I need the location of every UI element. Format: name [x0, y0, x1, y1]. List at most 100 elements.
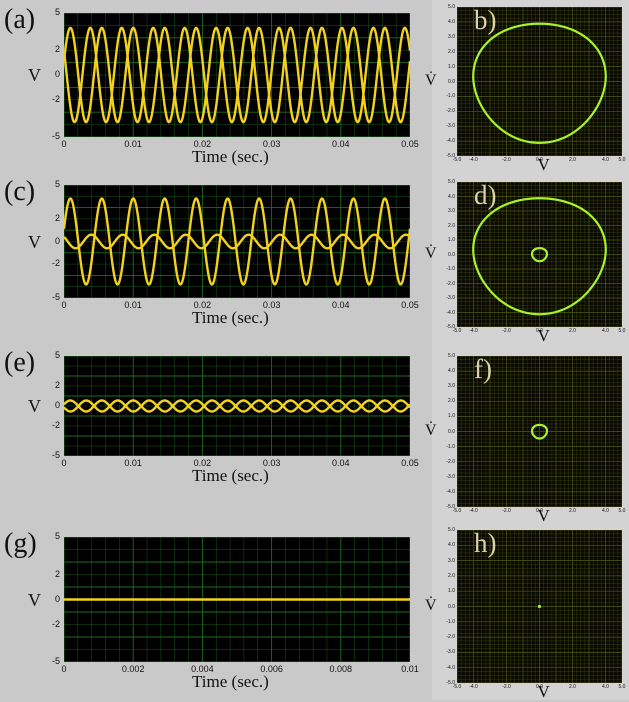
y-tick-label: 5.0: [448, 353, 455, 359]
x-tick-label: 4.0: [602, 328, 609, 334]
y-axis-label: V: [28, 231, 41, 252]
x-axis-label: V: [537, 326, 550, 345]
x-tick-label: 0.004: [191, 664, 214, 674]
y-tick-label: -1.0: [446, 618, 455, 625]
waveform-plot-e: [64, 356, 410, 456]
y-tick-label: 0: [54, 400, 60, 410]
y-tick-label: -5.0: [446, 324, 455, 330]
y-tick-label: -5.0: [446, 680, 455, 686]
x-tick-label: 5.0: [618, 328, 626, 334]
x-tick-label: 5.0: [618, 684, 626, 690]
x-tick-label: 5.0: [618, 157, 626, 163]
y-tick-label: -3.0: [446, 473, 455, 480]
x-tick-label: 0: [61, 458, 67, 468]
y-tick-label: -3.0: [446, 123, 455, 130]
y-tick-label: 2.0: [448, 572, 455, 579]
y-tick-label: 5: [54, 7, 60, 17]
x-tick-label: -5.0: [452, 157, 462, 163]
y-tick-label: 2: [54, 44, 60, 55]
x-tick-label: 0: [61, 300, 67, 310]
phase-plot-d: [457, 182, 622, 327]
y-tick-label: 5: [54, 179, 60, 189]
y-tick-label: 0: [54, 593, 60, 604]
panel-label-h: h): [474, 528, 497, 558]
y-tick-label: 0.0: [448, 428, 455, 435]
y-tick-label: 5: [54, 350, 60, 360]
waveform-plot-g: [64, 537, 410, 662]
x-tick-label: -2.0: [502, 508, 511, 514]
y-tick-label: -5: [51, 292, 60, 302]
y-tick-label: 4.0: [448, 368, 455, 375]
orbit-point: [537, 604, 542, 609]
phase-plot-f: [457, 356, 622, 507]
y-tick-label: -2: [51, 258, 60, 269]
y-tick-label: 4.0: [448, 542, 455, 549]
x-axis-label: Time (sec.): [192, 466, 269, 485]
x-tick-label: 0.04: [332, 300, 350, 310]
series-line-1: [64, 399, 410, 413]
y-tick-label: -4.0: [446, 309, 455, 316]
y-tick-label: -5.0: [446, 504, 455, 510]
panel-label-b: b): [474, 5, 497, 35]
y-tick-label: -5: [51, 656, 60, 666]
y-tick-label: 1.0: [448, 588, 455, 595]
orbit-1: [472, 197, 607, 316]
x-tick-label: -5.0: [452, 508, 462, 514]
y-tick-label: 2: [54, 568, 60, 579]
y-axis-label: V: [28, 589, 41, 610]
x-tick-label: 0.002: [121, 664, 145, 674]
x-tick-label: 0.006: [260, 664, 283, 674]
y-tick-label: 4.0: [448, 18, 455, 25]
x-tick-label: -5.0: [452, 684, 462, 690]
panel-label-c: (c): [4, 176, 36, 207]
y-tick-label: 5: [54, 531, 60, 541]
x-tick-label: 0.0: [536, 328, 543, 334]
x-axis-label: V: [537, 155, 550, 174]
y-tick-label: -2: [51, 420, 60, 430]
panel-label-d: d): [474, 180, 497, 210]
y-tick-label: 0: [54, 69, 60, 79]
x-tick-label: 0.01: [124, 300, 142, 310]
series-line-2: [64, 399, 410, 413]
x-tick-label: 2.0: [569, 684, 576, 690]
y-tick-label: 5.0: [448, 179, 455, 185]
x-tick-label: -4.0: [469, 328, 478, 334]
y-tick-label: -4.0: [446, 138, 455, 145]
y-tick-label: -1.0: [446, 443, 455, 450]
y-tick-label: -2: [51, 93, 60, 104]
x-tick-label: -5.0: [452, 328, 462, 334]
y-tick-label: 2.0: [448, 222, 455, 229]
x-tick-label: 0.0: [536, 684, 543, 690]
x-axis-label: Time (sec.): [192, 672, 269, 691]
waveform-plot-a: [64, 13, 410, 137]
x-tick-label: 4.0: [602, 157, 609, 163]
y-tick-label: -2.0: [446, 108, 455, 115]
y-axis-label: V̇: [425, 244, 437, 262]
x-tick-label: 0.02: [193, 139, 212, 149]
y-tick-label: 3.0: [448, 208, 455, 214]
x-tick-label: 0.03: [262, 458, 281, 468]
y-tick-label: 5.0: [448, 527, 455, 533]
panel-label-g: (g): [4, 528, 37, 559]
y-tick-label: -5: [51, 131, 60, 141]
phase-plot-b: [457, 7, 622, 156]
x-tick-label: -2.0: [502, 684, 511, 690]
panel-label-e: (e): [4, 347, 36, 378]
y-axis-label: V: [28, 65, 41, 85]
y-tick-label: 1.0: [448, 63, 455, 70]
series-line-2: [64, 233, 410, 250]
x-tick-label: 0.02: [193, 458, 212, 468]
x-tick-label: 0.01: [124, 139, 142, 149]
y-tick-label: 4.0: [448, 193, 455, 200]
orbit-1: [530, 423, 549, 440]
y-tick-label: 0.0: [448, 251, 455, 258]
x-axis-label: Time (sec.): [192, 308, 269, 327]
y-tick-label: -2.0: [446, 280, 455, 287]
x-tick-label: 0.01: [124, 458, 142, 468]
x-tick-label: 0: [61, 139, 67, 149]
x-tick-label: 0.05: [401, 139, 419, 149]
x-tick-label: 4.0: [602, 684, 609, 690]
x-tick-label: 0.01: [401, 664, 419, 674]
x-tick-label: -2.0: [502, 157, 511, 163]
y-tick-label: -2.0: [446, 458, 455, 465]
